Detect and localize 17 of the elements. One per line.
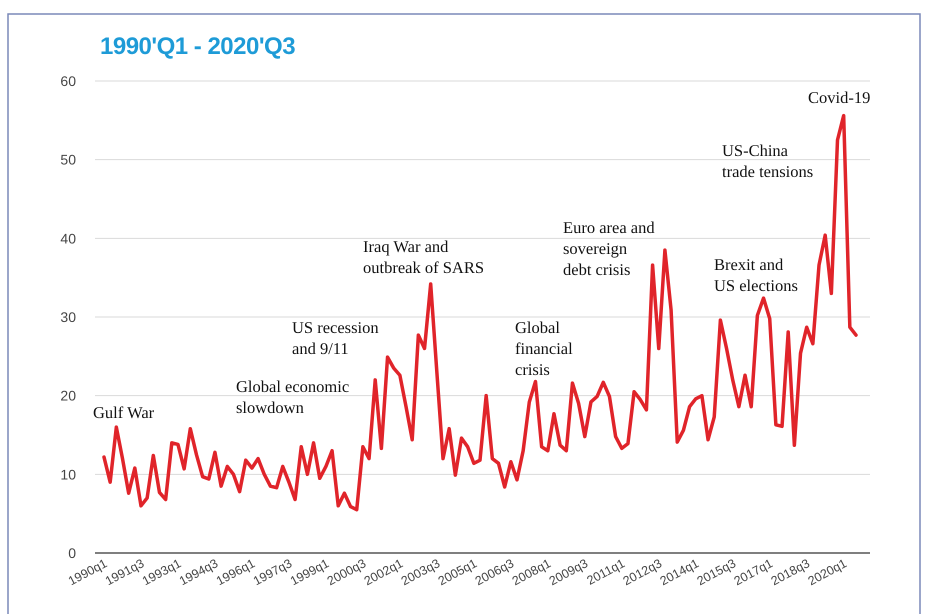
annotation: Brexit and US elections (714, 255, 798, 295)
annotation: Euro area and sovereign debt crisis (563, 218, 656, 279)
y-tick-label: 30 (60, 309, 76, 325)
y-tick-label: 10 (60, 466, 76, 482)
annotation: Gulf War (93, 403, 155, 422)
annotation: Global financial crisis (515, 318, 574, 379)
y-tick-label: 50 (60, 152, 76, 168)
y-tick-label: 60 (60, 73, 76, 89)
annotation: US recession and 9/11 (292, 318, 379, 358)
annotation: Iraq War and outbreak of SARS (363, 237, 484, 277)
y-tick-label: 40 (60, 230, 76, 246)
annotation: US-China trade tensions (722, 141, 814, 181)
annotation: Covid-19 (808, 88, 870, 107)
annotation: Global economic slowdown (236, 377, 350, 417)
chart-title: 1990'Q1 - 2020'Q3 (100, 33, 296, 60)
y-tick-label: 20 (60, 388, 76, 404)
y-tick-label: 0 (68, 545, 76, 561)
